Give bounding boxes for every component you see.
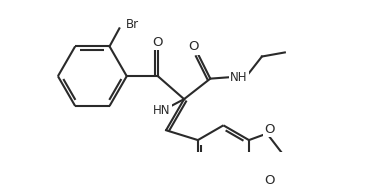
Text: HN: HN: [153, 104, 171, 117]
Text: O: O: [264, 123, 275, 136]
Text: O: O: [264, 174, 275, 185]
Text: NH: NH: [230, 70, 248, 83]
Text: O: O: [153, 36, 163, 49]
Text: Br: Br: [126, 18, 139, 31]
Text: O: O: [189, 40, 199, 53]
